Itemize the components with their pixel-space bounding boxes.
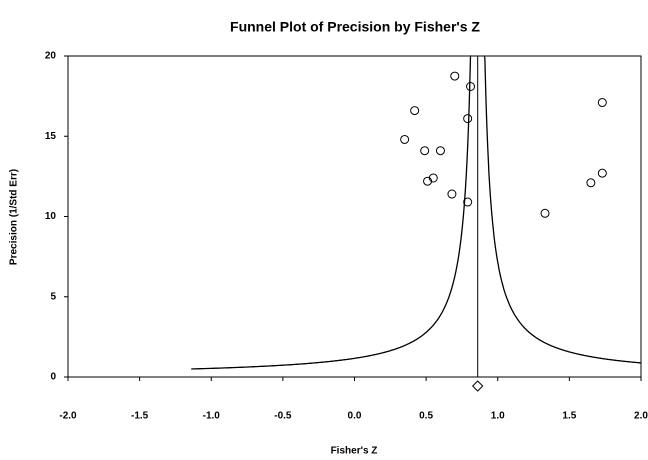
study-point (464, 115, 472, 123)
x-tick-label: 0.5 (419, 411, 433, 422)
y-tick-label: 20 (45, 51, 57, 62)
study-point (467, 82, 475, 90)
chart: Funnel Plot of Precision by Fisher's Z F… (0, 0, 648, 460)
study-point (587, 179, 595, 187)
x-tick-label: 2.0 (634, 411, 648, 422)
y-tick-label: 15 (45, 131, 57, 142)
y-tick-label: 5 (50, 291, 56, 302)
y-tick-label: 0 (50, 372, 56, 383)
study-point (451, 72, 459, 80)
x-axis-label: Fisher's Z (331, 446, 378, 457)
x-tick-label: 0.0 (348, 411, 362, 422)
study-point (541, 209, 549, 217)
x-tick-label: -1.0 (203, 411, 221, 422)
study-point (598, 99, 606, 107)
chart-title: Funnel Plot of Precision by Fisher's Z (230, 19, 480, 35)
y-tick-label: 10 (45, 211, 57, 222)
study-point (448, 190, 456, 198)
study-point (598, 169, 606, 177)
x-tick-label: -0.5 (274, 411, 292, 422)
study-point (411, 107, 419, 115)
study-point (401, 135, 409, 143)
y-axis-label: Precision (1/Std Err) (9, 169, 20, 265)
x-tick-label: -1.5 (131, 411, 149, 422)
funnel-line (484, 56, 641, 363)
x-tick-label: -2.0 (59, 411, 77, 422)
study-point (421, 147, 429, 155)
funnel-line (191, 56, 471, 369)
plot-frame (68, 56, 641, 377)
x-tick-label: 1.5 (562, 411, 576, 422)
study-point (436, 147, 444, 155)
x-tick-label: 1.0 (491, 411, 505, 422)
summary-diamond (473, 381, 483, 391)
